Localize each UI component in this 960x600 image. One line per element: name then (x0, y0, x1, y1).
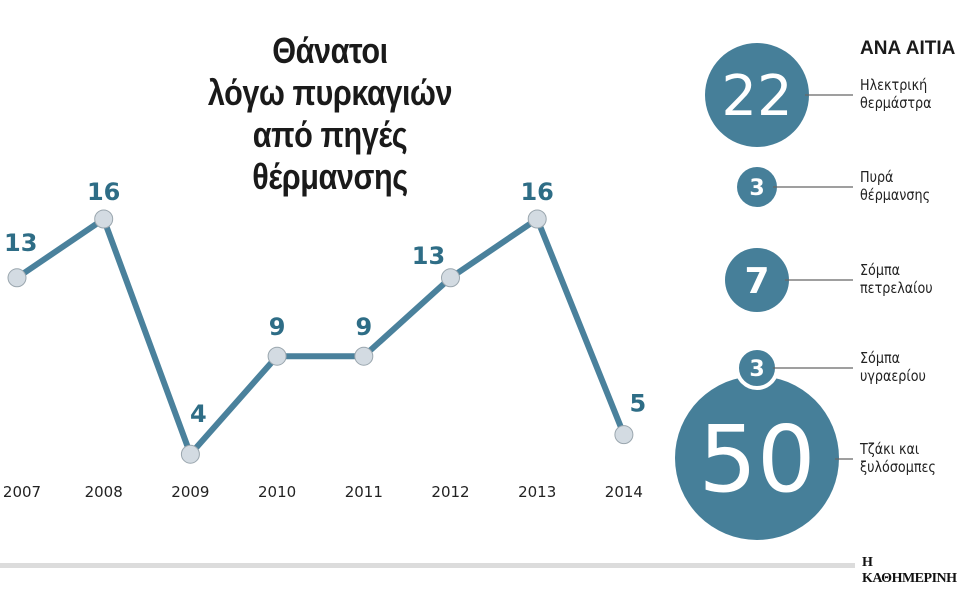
data-point (267, 346, 287, 366)
data-point (94, 209, 114, 229)
cause-label: Σόμπα πετρελαίου (860, 261, 933, 297)
data-point (614, 425, 634, 445)
cause-value: 3 (749, 176, 764, 201)
newspaper-logo: Η ΚΑΘΗΜΕΡΙΝΗ (862, 555, 957, 586)
cause-bubble (725, 248, 789, 312)
cause-label-line: Πυρά (860, 168, 894, 186)
title-line: Θάνατοι (272, 30, 388, 71)
cause-label-line: πετρελαίου (860, 279, 933, 297)
data-label: 13 (4, 229, 37, 257)
cause-label: Τζάκι και ξυλόσομπες (860, 440, 936, 476)
cause-label-line: θέρμανσης (860, 186, 931, 204)
x-tick-label: 2007 (3, 483, 41, 501)
data-point (354, 346, 374, 366)
footer-rule (0, 563, 855, 568)
cause-label-line: Σόμπα (860, 261, 901, 279)
cause-label-line: Σόμπα (860, 349, 901, 367)
data-label: 16 (87, 178, 120, 206)
cause-value: 3 (749, 357, 764, 382)
x-tick-label: 2013 (518, 483, 556, 501)
data-label: 9 (269, 313, 286, 341)
x-tick-label: 2009 (171, 483, 209, 501)
causes-heading: ΑΝΑ ΑΙΤΙΑ (860, 38, 956, 59)
cause-bubble (705, 43, 809, 147)
x-tick-label: 2010 (258, 483, 296, 501)
x-tick-label: 2012 (431, 483, 469, 501)
chart-title: Θάνατοι λόγω πυρκαγιών από πηγές θέρμανσ… (120, 30, 540, 198)
data-line (15, 216, 627, 458)
cause-label-line: Ηλεκτρική (860, 76, 928, 94)
cause-label-line: Τζάκι και (860, 440, 920, 458)
title-line: θέρμανσης (252, 156, 408, 197)
cause-label: Ηλεκτρική θερμάστρα (860, 76, 932, 112)
cause-label-line: θερμάστρα (860, 94, 932, 112)
data-label: 5 (630, 390, 647, 418)
title-line: από πηγές (252, 114, 408, 155)
cause-bubble (675, 376, 839, 540)
data-point (527, 209, 547, 229)
data-point (7, 268, 27, 288)
cause-label: Πυρά θέρμανσης (860, 168, 930, 204)
cause-label: Σόμπα υγραερίου (860, 349, 926, 385)
data-point (441, 268, 460, 288)
x-tick-label: 2008 (85, 483, 123, 501)
cause-value: 50 (698, 406, 815, 513)
cause-value: 7 (744, 261, 769, 302)
data-point (180, 444, 200, 464)
data-label: 9 (355, 313, 372, 341)
cause-label-line: ξυλόσομπες (860, 458, 936, 476)
cause-label-line: υγραερίου (860, 367, 926, 385)
title-line: λόγω πυρκαγιών (207, 72, 453, 113)
cause-value: 22 (721, 64, 792, 129)
x-tick-label: 2014 (605, 483, 643, 501)
data-label: 4 (190, 400, 207, 428)
cause-bubble (737, 167, 777, 207)
x-tick-label: 2011 (345, 483, 383, 501)
data-label: 16 (520, 178, 553, 206)
data-label: 13 (412, 242, 445, 270)
